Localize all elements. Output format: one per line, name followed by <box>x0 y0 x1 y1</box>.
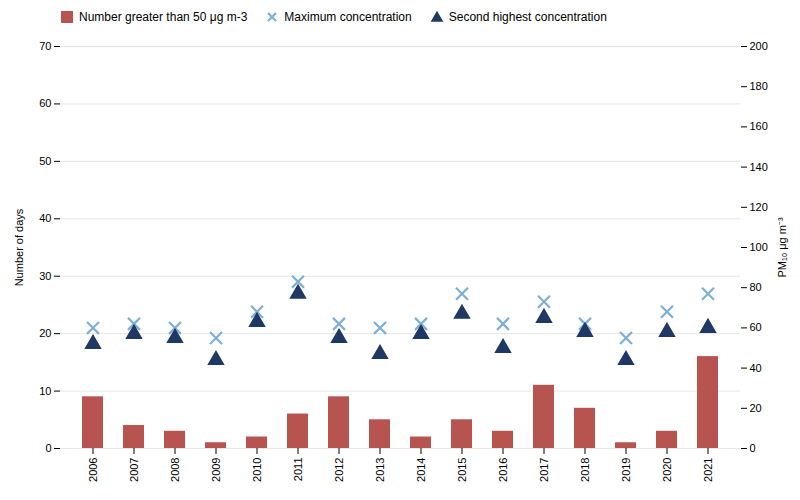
svg-text:2016: 2016 <box>497 458 509 482</box>
html-text:Maximum concentration: Maximum concentration <box>284 10 412 24</box>
svg-text:2007: 2007 <box>128 458 140 482</box>
svg-text:20: 20 <box>39 327 51 339</box>
svg-text:2006: 2006 <box>87 458 99 482</box>
svg-text:2013: 2013 <box>374 458 386 482</box>
svg-text:2010: 2010 <box>251 458 263 482</box>
svg-text:80: 80 <box>750 281 762 293</box>
svg-text:2008: 2008 <box>169 458 181 482</box>
svg-text:160: 160 <box>750 120 768 132</box>
svg-text:2019: 2019 <box>620 458 632 482</box>
svg-text:0: 0 <box>750 442 756 454</box>
svg-text:70: 70 <box>39 40 51 52</box>
svg-text:50: 50 <box>39 155 51 167</box>
svg-text:60: 60 <box>39 97 51 109</box>
html-text:Second highest concentration: Second highest concentration <box>448 10 607 24</box>
svg-text:40: 40 <box>39 212 51 224</box>
svg-text:2009: 2009 <box>210 458 222 482</box>
svg-text:2014: 2014 <box>415 458 427 482</box>
svg-text:100: 100 <box>750 241 768 253</box>
svg-text:2017: 2017 <box>538 458 550 482</box>
html-text:Number greater than 50 μg m-3: Number greater than 50 μg m-3 <box>79 10 248 24</box>
svg-text:60: 60 <box>750 321 762 333</box>
svg-text:40: 40 <box>750 362 762 374</box>
svg-text:2015: 2015 <box>456 458 468 482</box>
svg-text:0: 0 <box>45 442 51 454</box>
svg-text:2011: 2011 <box>292 458 304 482</box>
svg-text:30: 30 <box>39 270 51 282</box>
svg-text:200: 200 <box>750 40 768 52</box>
svg-text:120: 120 <box>750 201 768 213</box>
svg-text:20: 20 <box>750 402 762 414</box>
svg-text:140: 140 <box>750 161 768 173</box>
svg-text:Number of days: Number of days <box>13 208 25 286</box>
svg-text:2012: 2012 <box>333 458 345 482</box>
svg-text:10: 10 <box>39 385 51 397</box>
svg-text:2020: 2020 <box>661 458 673 482</box>
svg-text:180: 180 <box>750 80 768 92</box>
svg-text:2018: 2018 <box>579 458 591 482</box>
svg-text:2021: 2021 <box>702 458 714 482</box>
svg-text:PM₁₀ μg m⁻³: PM₁₀ μg m⁻³ <box>776 217 788 278</box>
